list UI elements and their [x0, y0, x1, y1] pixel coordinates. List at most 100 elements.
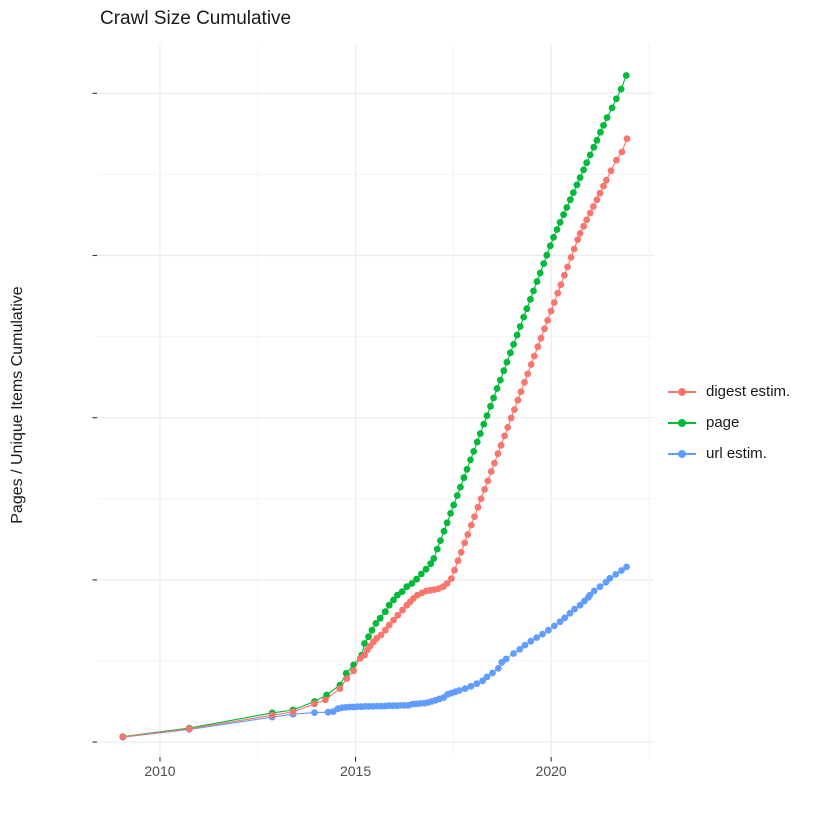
legend-key-dot — [678, 419, 686, 427]
series-point-page — [457, 483, 464, 491]
series-point-page — [553, 226, 561, 233]
series-point-page — [540, 260, 548, 267]
series-point-page — [390, 596, 397, 604]
series-point-page — [470, 448, 478, 455]
series-point-page — [490, 394, 497, 402]
series-point-digest-estim — [474, 503, 482, 511]
series-point-url-estim — [566, 609, 574, 617]
series-point-digest-estim — [464, 531, 472, 538]
series-point-digest-estim — [550, 299, 558, 306]
series-point-url-estim — [586, 591, 594, 599]
series-point-page — [543, 251, 551, 259]
series-point-digest-estim — [504, 424, 512, 431]
series-point-digest-estim — [590, 203, 597, 210]
series-point-digest-estim — [544, 317, 551, 324]
series-point-url-estim — [473, 680, 481, 688]
legend-key-icon — [668, 385, 696, 399]
series-point-digest-estim — [343, 675, 351, 682]
series-point-page — [566, 196, 574, 204]
series-point-page — [593, 136, 601, 144]
series-point-digest-estim — [574, 236, 582, 244]
series-point-digest-estim — [381, 626, 389, 634]
series-point-page — [440, 527, 448, 535]
series-point-page — [408, 580, 416, 587]
series-point-digest-estim — [613, 156, 620, 164]
legend: digest estim. page url estim. — [668, 376, 826, 469]
series-point-digest-estim — [361, 651, 368, 659]
series-point-page — [622, 72, 630, 79]
series-point-page — [496, 376, 504, 384]
legend-key-dot — [678, 388, 686, 396]
series-point-digest-estim — [471, 513, 478, 520]
series-point-url-estim — [533, 634, 541, 641]
series-point-digest-estim — [322, 696, 329, 704]
series-point-page — [613, 95, 620, 103]
series-point-url-estim — [545, 626, 552, 634]
legend-item-digest-estim: digest estim. — [668, 376, 826, 407]
series-point-digest-estim — [580, 222, 587, 230]
series-point-page — [546, 242, 554, 250]
series-point-digest-estim — [570, 245, 578, 253]
series-point-digest-estim — [394, 611, 402, 619]
series-point-digest-estim — [377, 631, 385, 639]
series-point-url-estim — [516, 645, 524, 653]
series-point-digest-estim — [185, 725, 193, 733]
series-point-page — [530, 287, 537, 295]
series-point-digest-estim — [494, 450, 502, 458]
series-point-page — [422, 565, 430, 573]
series-point-digest-estim — [484, 477, 492, 485]
legend-key-icon — [668, 447, 696, 461]
series-point-page — [433, 545, 441, 553]
series-point-digest-estim — [511, 406, 518, 413]
legend-item-url-estim: url estim. — [668, 438, 826, 469]
x-axis-tick-label: 2015 — [339, 763, 372, 779]
series-point-digest-estim — [350, 667, 357, 675]
series-point-digest-estim — [600, 182, 607, 190]
series-point-digest-estim — [457, 548, 465, 556]
series-point-digest-estim — [564, 263, 571, 271]
series-point-page — [381, 608, 389, 616]
series-point-page — [413, 575, 420, 583]
series-point-page — [560, 211, 567, 219]
series-point-digest-estim — [443, 580, 451, 587]
series-point-url-estim — [455, 687, 463, 694]
series-point-url-estim — [489, 669, 496, 677]
series-point-page — [447, 510, 454, 517]
series-point-digest-estim — [119, 733, 127, 741]
series-point-page — [437, 537, 444, 544]
series-point-url-estim — [618, 567, 625, 574]
series-point-page — [503, 358, 511, 366]
series-point-url-estim — [502, 655, 510, 663]
series-point-digest-estim — [596, 189, 604, 197]
series-point-url-estim — [576, 601, 584, 609]
series-point-page — [583, 159, 591, 167]
series-point-url-estim — [590, 587, 598, 595]
series-point-url-estim — [527, 637, 535, 645]
series-point-page — [430, 555, 438, 562]
series-point-url-estim — [556, 618, 564, 626]
series-point-digest-estim — [567, 254, 575, 261]
series-point-digest-estim — [618, 148, 626, 156]
series-point-digest-estim — [289, 708, 297, 716]
series-point-page — [361, 640, 368, 647]
series-point-url-estim — [623, 563, 630, 571]
series-point-digest-estim — [541, 325, 548, 333]
series-point-digest-estim — [448, 575, 455, 582]
legend-key-icon — [668, 416, 696, 430]
series-point-digest-estim — [390, 616, 397, 624]
series-point-page — [385, 601, 393, 609]
series-point-digest-estim — [557, 281, 565, 289]
series-point-page — [527, 295, 534, 303]
series-point-page — [417, 570, 425, 578]
series-point-digest-estim — [507, 414, 515, 422]
series-point-page — [473, 438, 481, 446]
series-point-digest-estim — [497, 441, 505, 449]
series-point-url-estim — [550, 622, 558, 630]
series-point-page — [476, 430, 484, 437]
series-point-page — [590, 143, 598, 151]
series-point-page — [483, 412, 491, 420]
series-point-page — [576, 174, 584, 182]
series-point-url-estim — [571, 605, 578, 613]
series-point-digest-estim — [477, 495, 485, 503]
series-point-digest-estim — [451, 566, 458, 574]
